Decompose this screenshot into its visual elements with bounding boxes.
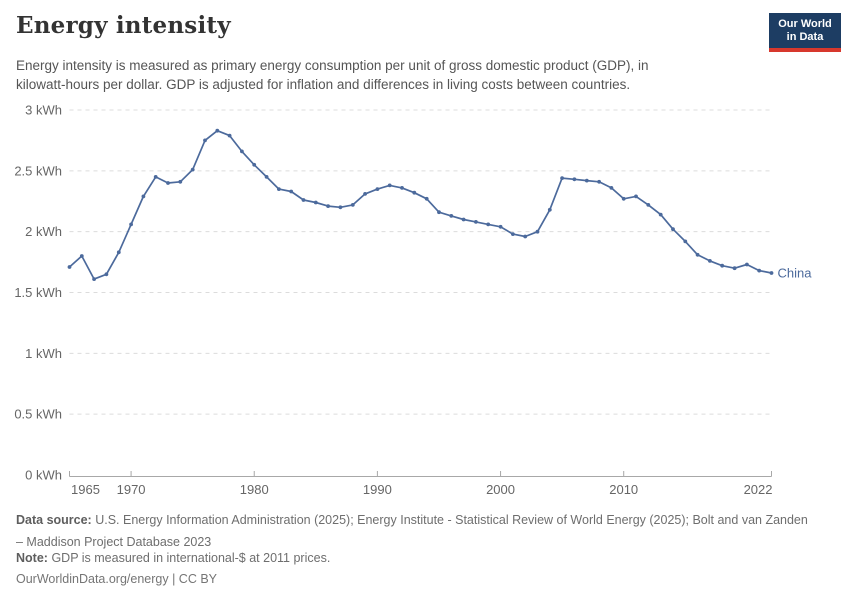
data-point[interactable] <box>695 252 700 257</box>
data-point[interactable] <box>104 272 109 277</box>
data-point[interactable] <box>437 210 441 215</box>
data-point[interactable] <box>535 229 540 234</box>
data-point[interactable] <box>646 203 651 207</box>
note-line: Note: GDP is measured in international-$… <box>16 548 831 569</box>
chart-plot: 0 kWh 0.5 kWh 1 kWh 1.5 kWh 2 kWh 2.5 kWh 3 kW… <box>14 103 812 498</box>
data-point[interactable] <box>449 214 454 218</box>
x-tick-label: 1970 <box>117 482 146 497</box>
x-tick-label: 2000 <box>486 482 515 497</box>
data-point[interactable] <box>547 207 552 212</box>
data-point[interactable] <box>326 204 330 209</box>
data-point[interactable] <box>461 217 466 222</box>
owid-logo-red-bar <box>769 48 841 52</box>
x-tick-label: 2010 <box>609 482 638 497</box>
page-title: Energy intensity <box>16 12 231 39</box>
data-point[interactable] <box>190 167 195 172</box>
data-point[interactable] <box>350 203 355 207</box>
note-text: GDP is measured in international-$ at 20… <box>51 551 331 565</box>
data-point[interactable] <box>203 138 207 143</box>
note-label: Note: <box>16 551 48 565</box>
data-point[interactable] <box>227 133 232 138</box>
data-point[interactable] <box>67 265 72 269</box>
data-point[interactable] <box>720 263 725 268</box>
data-point[interactable] <box>572 177 577 182</box>
data-point[interactable] <box>732 266 737 271</box>
data-source-label: Data source: <box>16 513 92 527</box>
data-point[interactable] <box>769 271 774 275</box>
y-tick-label: 3 kWh <box>25 103 62 118</box>
data-point[interactable] <box>363 192 367 196</box>
data-point[interactable] <box>400 186 404 190</box>
data-point[interactable] <box>153 175 158 179</box>
owid-logo-box: Our World in Data <box>769 13 841 48</box>
data-point[interactable] <box>215 128 220 133</box>
data-point[interactable] <box>92 277 96 281</box>
data-point[interactable] <box>252 162 257 167</box>
data-point[interactable] <box>486 222 491 227</box>
y-tick-label: 2.5 kWh <box>14 163 62 178</box>
data-line[interactable] <box>68 129 772 280</box>
data-source-line: Data source: U.S. Energy Information Adm… <box>16 509 831 553</box>
data-point[interactable] <box>178 179 183 184</box>
data-point[interactable] <box>129 222 134 227</box>
data-point[interactable] <box>301 198 306 202</box>
data-point[interactable] <box>277 187 281 192</box>
data-point[interactable] <box>708 259 712 263</box>
chart-subtitle: Energy intensity is measured as primary … <box>16 56 649 94</box>
y-tick-label: 1 kWh <box>25 346 62 361</box>
subtitle-line-1: Energy intensity is measured as primary … <box>16 58 649 73</box>
subtitle-line-2: kilowatt-hours per dollar. GDP is adjust… <box>16 77 631 92</box>
data-point[interactable] <box>658 212 663 217</box>
data-point[interactable] <box>560 176 564 181</box>
x-tick-label: 2022 <box>744 482 773 497</box>
license-line[interactable]: OurWorldinData.org/energy | CC BY <box>16 569 831 590</box>
data-point[interactable] <box>584 178 589 183</box>
data-point[interactable] <box>523 234 528 239</box>
data-point[interactable] <box>621 196 626 201</box>
owid-logo-line2: in Data <box>786 30 824 43</box>
data-point[interactable] <box>757 268 762 273</box>
data-point[interactable] <box>498 224 503 229</box>
data-point[interactable] <box>424 196 429 201</box>
data-point[interactable] <box>79 254 84 258</box>
data-point[interactable] <box>387 183 392 188</box>
data-point[interactable] <box>412 190 417 195</box>
y-tick-label: 0.5 kWh <box>14 407 62 422</box>
data-point[interactable] <box>116 250 121 255</box>
data-point[interactable] <box>313 200 318 205</box>
x-tick-label: 1990 <box>363 482 392 497</box>
data-point[interactable] <box>597 179 601 184</box>
x-tick-label: 1980 <box>240 482 269 497</box>
data-source-text-1: U.S. Energy Information Administration (… <box>95 513 808 527</box>
y-tick-label: 1.5 kWh <box>14 285 62 300</box>
data-point[interactable] <box>634 194 638 199</box>
data-point[interactable] <box>264 175 269 179</box>
data-point[interactable] <box>683 239 688 244</box>
data-point[interactable] <box>375 187 380 192</box>
data-source-text-2: – Maddison Project Database 2023 <box>16 535 212 549</box>
y-tick-label: 0 kWh <box>25 468 62 483</box>
data-point[interactable] <box>289 189 294 194</box>
data-point[interactable] <box>338 205 343 210</box>
data-point[interactable] <box>141 194 146 199</box>
data-point[interactable] <box>166 181 170 185</box>
x-tick-label: 1965 <box>71 482 100 497</box>
data-point[interactable] <box>511 232 515 237</box>
owid-logo-line1: Our World <box>778 17 832 30</box>
data-point[interactable] <box>474 220 478 224</box>
license-text[interactable]: OurWorldinData.org/energy | CC BY <box>16 572 218 586</box>
data-point[interactable] <box>745 262 749 267</box>
data-point[interactable] <box>609 186 614 190</box>
series-end-label: China <box>778 266 813 281</box>
data-point[interactable] <box>240 149 244 154</box>
y-tick-label: 2 kWh <box>25 224 62 239</box>
data-point[interactable] <box>671 227 675 232</box>
owid-logo[interactable]: Our World in Data <box>769 13 841 52</box>
